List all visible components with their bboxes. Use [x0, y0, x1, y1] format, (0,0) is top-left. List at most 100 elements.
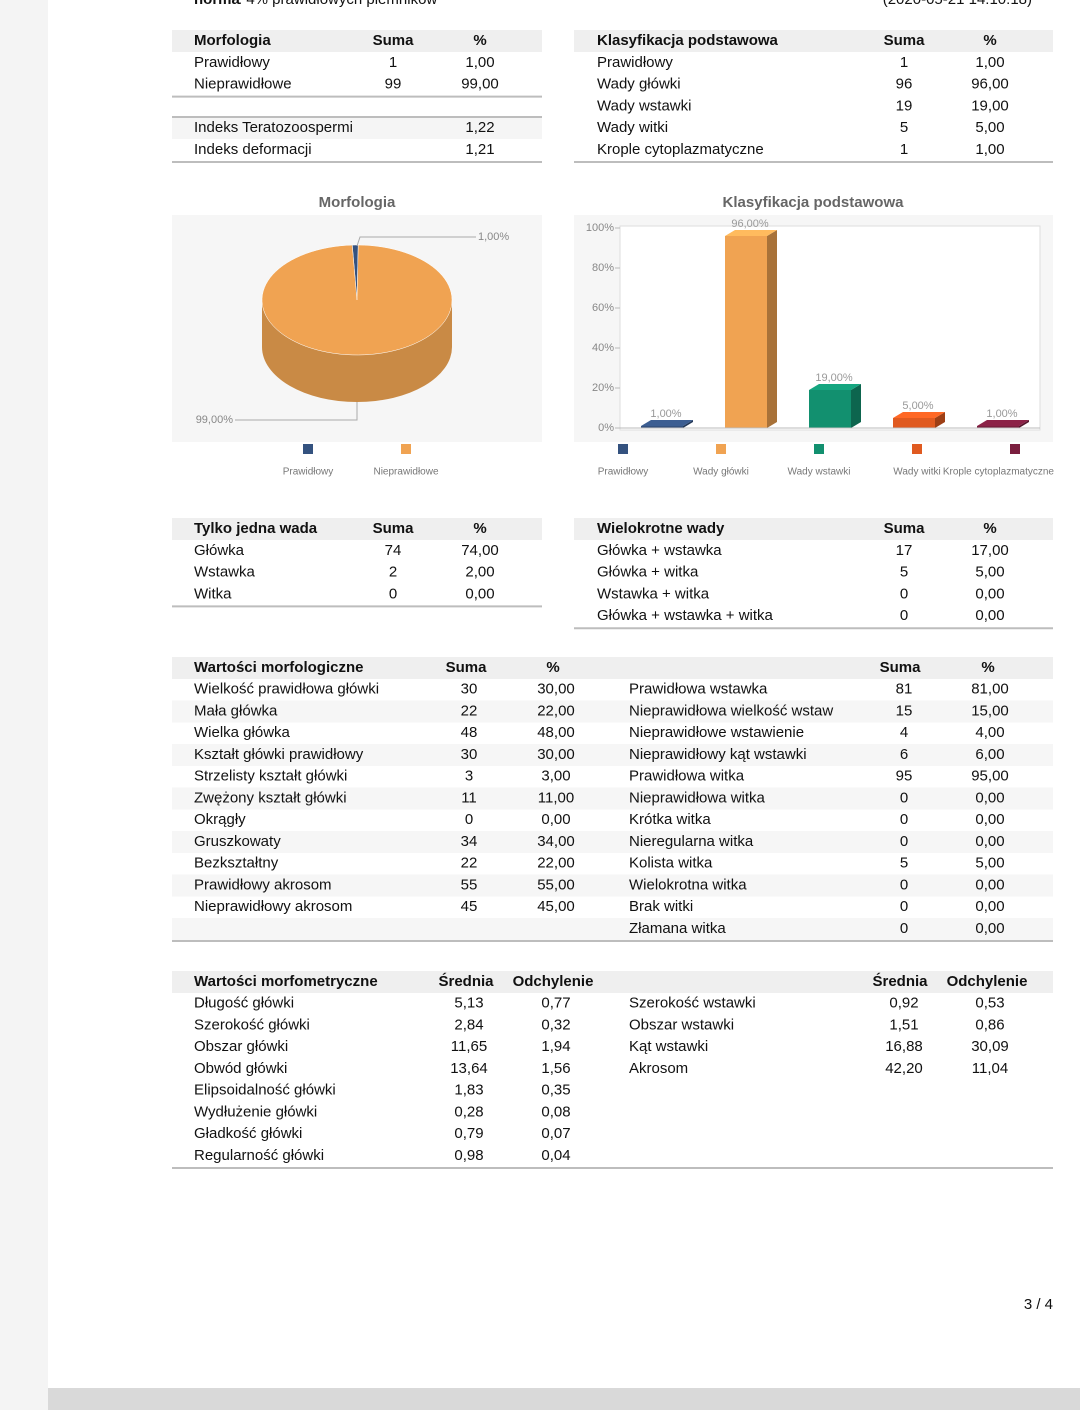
- table-cell: 1,00: [465, 54, 494, 71]
- table-cell: Kąt wstawki: [629, 1038, 708, 1055]
- table-cell: Gruszkowaty: [194, 833, 281, 850]
- table-cell: 0,04: [541, 1147, 570, 1164]
- row-band: [172, 657, 1053, 679]
- table-cell: Wady główki: [597, 76, 681, 93]
- table-cell: 22: [461, 702, 478, 719]
- leader-line: [356, 236, 476, 247]
- table-cell: 0,28: [454, 1103, 483, 1120]
- table-cell: 22,00: [537, 702, 575, 719]
- table-cell: 0,00: [541, 811, 570, 828]
- table-cell: 19,00: [971, 97, 1009, 114]
- table-cell: 3: [465, 768, 473, 785]
- table-header: Suma: [884, 32, 926, 49]
- table-cell: 1,94: [541, 1038, 570, 1055]
- table-cell: Prawidłowy akrosom: [194, 876, 332, 893]
- bar-top: [809, 384, 861, 390]
- table-cell: 0,07: [541, 1125, 570, 1142]
- legend-swatch: [814, 444, 824, 454]
- table-cell: 16,88: [885, 1038, 923, 1055]
- table-cell: 99: [385, 76, 402, 93]
- table-cell: 0,86: [975, 1016, 1004, 1033]
- table-cell: 0,00: [975, 876, 1004, 893]
- norm-label: norma: [194, 0, 241, 8]
- table-cell: 11,65: [451, 1038, 487, 1055]
- value-label: 5,00%: [902, 400, 933, 412]
- table-cell: Nieprawidłowy kąt wstawki: [629, 746, 807, 763]
- table-header: Odchylenie: [947, 973, 1028, 990]
- table-cell: 5,00: [975, 564, 1004, 581]
- table-cell: Bezkształtny: [194, 855, 279, 872]
- legend-swatch: [618, 444, 628, 454]
- bar-top: [893, 412, 945, 418]
- bar: [725, 236, 767, 428]
- table-cell: 48,00: [537, 724, 575, 741]
- table-cell: 22: [461, 855, 478, 872]
- table-header: %: [473, 32, 486, 49]
- row-band: [172, 918, 1053, 940]
- bar: [809, 390, 851, 428]
- index-value: 1,21: [465, 141, 494, 158]
- table-cell: 11,04: [972, 1060, 1008, 1077]
- table-cell: Akrosom: [629, 1060, 688, 1077]
- table-cell: 17: [896, 542, 913, 559]
- table-cell: Witka: [194, 585, 232, 602]
- table-cell: 45,00: [537, 898, 575, 915]
- table-cell: 1,51: [889, 1016, 918, 1033]
- table-cell: 0,08: [541, 1103, 570, 1120]
- table-header: Wartości morfometryczne: [194, 973, 378, 990]
- table-cell: Szerokość wstawki: [629, 995, 756, 1012]
- chart-title: Klasyfikacja podstawowa: [723, 194, 905, 211]
- pie-slice: [261, 244, 453, 356]
- table-cell: 0,98: [454, 1147, 483, 1164]
- table-cell: 0: [900, 811, 908, 828]
- legend-swatch: [401, 444, 411, 454]
- table-cell: Wady wstawki: [597, 97, 691, 114]
- table-cell: Wstawka: [194, 564, 256, 581]
- table-cell: 0,00: [975, 607, 1004, 624]
- table-cell: Nieprawidłowa witka: [629, 789, 766, 806]
- table-cell: 0: [900, 876, 908, 893]
- table-cell: 0,00: [975, 920, 1004, 937]
- legend-label: Prawidłowy: [598, 467, 649, 478]
- table-cell: 1,83: [454, 1082, 483, 1099]
- table-cell: 30: [461, 681, 478, 698]
- row-band: [172, 971, 1053, 993]
- table-cell: Obszar główki: [194, 1038, 288, 1055]
- table-header: Morfologia: [194, 32, 271, 49]
- table-cell: 0,00: [975, 898, 1004, 915]
- table-cell: 55: [461, 876, 478, 893]
- row-band: [172, 117, 542, 139]
- table-cell: 5: [900, 564, 908, 581]
- table-cell: 17,00: [971, 542, 1009, 559]
- table-cell: 0: [900, 585, 908, 602]
- table-cell: 0,53: [975, 995, 1004, 1012]
- table-cell: Kształt główki prawidłowy: [194, 746, 364, 763]
- row-band: [172, 744, 1053, 766]
- table-cell: 0: [900, 607, 908, 624]
- table-cell: Krople cytoplazmatyczne: [597, 141, 764, 158]
- y-tick-label: 80%: [592, 262, 614, 274]
- page-number: 3 / 4: [1024, 1296, 1053, 1313]
- table-cell: 4: [900, 724, 908, 741]
- table-header: Średnia: [438, 972, 494, 990]
- bar: [893, 418, 935, 428]
- table-cell: Wady witki: [597, 119, 668, 136]
- table-cell: 0,00: [975, 585, 1004, 602]
- value-label: 99,00%: [196, 414, 234, 426]
- table-cell: Prawidłowy: [194, 54, 270, 71]
- row-band: [172, 787, 1053, 810]
- table-cell: Główka + witka: [597, 564, 699, 581]
- table-cell: 95,00: [971, 768, 1009, 785]
- table-header: Suma: [446, 659, 488, 676]
- table-cell: 6: [900, 746, 908, 763]
- table-cell: Obszar wstawki: [629, 1016, 734, 1033]
- bar-top: [641, 420, 693, 426]
- norm-text: : 4% prawidłowych plemników: [238, 0, 437, 8]
- legend-label: Wady witki: [893, 467, 940, 478]
- legend-swatch: [1010, 444, 1020, 454]
- table-cell: Wielka główka: [194, 724, 291, 741]
- table-cell: 2,00: [465, 564, 494, 581]
- chart-title: Morfologia: [319, 194, 396, 211]
- table-cell: Prawidłowa witka: [629, 768, 745, 785]
